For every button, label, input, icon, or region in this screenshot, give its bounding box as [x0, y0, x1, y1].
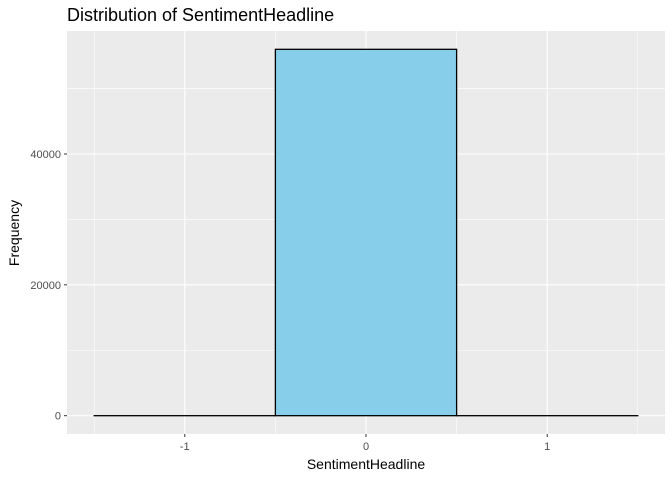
- x-tick-label: 0: [363, 441, 369, 453]
- y-tick-label: 20000: [30, 280, 61, 292]
- y-tick-label: 0: [55, 411, 61, 423]
- x-tick-label: 1: [544, 441, 550, 453]
- histogram-bars: [93, 48, 639, 417]
- x-axis: -1 0 1: [180, 434, 550, 453]
- x-axis-title: SentimentHeadline: [307, 456, 426, 472]
- y-axis: 0 20000 40000: [30, 149, 67, 423]
- y-tick-label: 40000: [30, 149, 61, 161]
- y-axis-title: Frequency: [6, 200, 22, 266]
- histogram-bar: [274, 48, 458, 417]
- x-tick-label: -1: [180, 441, 190, 453]
- chart-title: Distribution of SentimentHeadline: [67, 5, 334, 25]
